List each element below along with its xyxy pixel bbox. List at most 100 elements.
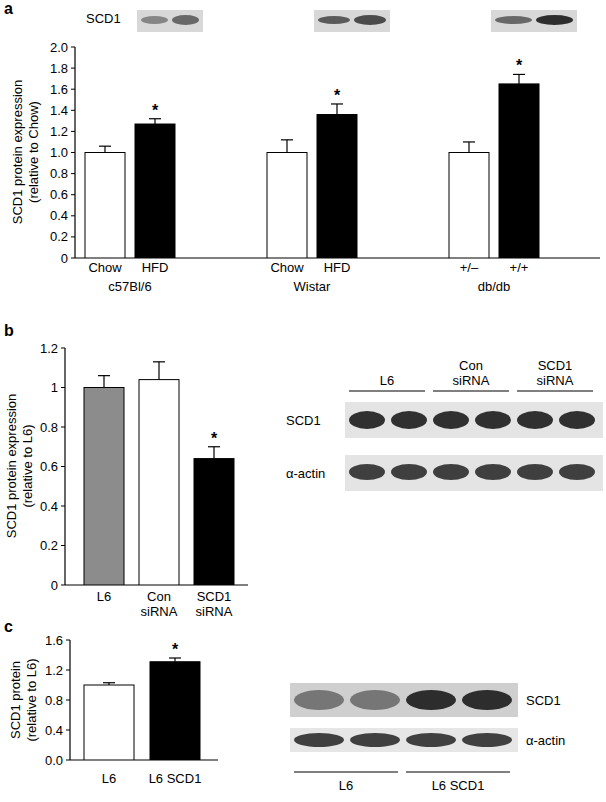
y-tick [71,47,75,48]
blot-image [137,10,203,32]
panel-b: b00.20.40.60.811.2SCD1 protein expressio… [4,322,603,619]
y-tick-label: 0.0 [45,753,63,768]
y-tick-label: 2.0 [50,40,68,55]
y-tick [71,110,75,111]
category-label: L6 [102,771,116,786]
blot-band [391,464,427,480]
y-tick [71,68,75,69]
lane-bracket [517,391,593,392]
error-bar [169,658,181,662]
blot-image [314,10,390,32]
y-tick [71,131,75,132]
bars [84,658,200,760]
panel-c: c0.00.40.81.21.6SCD1 protein(relative to… [4,618,565,793]
blot-row-label: SCD1 [86,11,121,26]
blot-lane-label: L6 [339,778,353,793]
blot-band [536,15,573,25]
blot-band [294,690,344,710]
y-tick-label: 0.6 [40,459,58,474]
y-tick [61,585,65,586]
error-bar [513,74,525,83]
western-blot: SCD1 [86,10,577,32]
blot-lane-label: SCD1siRNA [537,358,574,388]
category-label: SCD1siRNA [196,589,233,619]
y-tick [71,194,75,195]
y-tick [61,387,65,388]
y-tick [61,545,65,546]
y-tick-label: 0.2 [40,538,58,553]
error-bar [153,362,165,380]
category-label: Chow [88,260,122,275]
y-tick [71,215,75,216]
y-tick [61,506,65,507]
category-label: +/+ [510,260,529,275]
bars [85,74,539,258]
y-tick [66,640,70,641]
y-tick [61,427,65,428]
significance: * [516,57,523,74]
blot-band [350,690,400,710]
significance: * [211,430,218,447]
y-tick-label: 0.4 [45,723,63,738]
bar [84,388,124,586]
panel-label: c [4,618,13,635]
blot-band [517,464,553,480]
blot-band [433,464,469,480]
blot-band [349,464,385,480]
y-tick-label: 0 [51,578,58,593]
blot-band [559,411,595,429]
bar [85,153,125,259]
error-bar [281,140,293,153]
blot-band [475,464,511,480]
blot-band [349,411,385,429]
y-tick-label: 0.8 [45,693,63,708]
blot-band [318,16,350,24]
bar [139,380,179,585]
blot-band [294,733,344,747]
y-tick-label: 1.2 [50,124,68,139]
y-tick [66,670,70,671]
category-label: L6 [97,589,111,604]
y-axis-label: SCD1 protein expression(relative to L6) [4,394,35,539]
y-tick-label: 0.8 [50,166,68,181]
blot-image [290,728,518,752]
panel-a: a00.20.40.60.81.01.21.41.61.82.0SCD1 pro… [4,0,600,294]
y-tick-label: 1.0 [50,145,68,160]
blot-band [433,411,469,429]
y-tick [66,760,70,761]
y-axis-label: SCD1 protein expression(relative to Chow… [10,80,41,225]
blot-lane-label: L6 SCD1 [432,778,485,793]
y-tick-label: 0.4 [40,499,58,514]
blot-lane-label: L6 [380,373,394,388]
blot-band [475,411,511,429]
group-label: db/db [478,279,511,294]
panel-label: a [4,0,13,17]
western-blot: SCD1α-actinL6ConsiRNASCD1siRNA [286,358,603,491]
error-bar [463,142,475,153]
y-tick-label: 1.6 [45,633,63,648]
western-blot: SCD1α-actinL6L6 SCD1 [290,683,565,793]
y-tick [71,236,75,237]
blot-row-label: SCD1 [526,693,561,708]
blot-row-label: SCD1 [286,413,321,428]
significance: * [334,87,341,104]
blot-band [559,464,595,480]
category-label: HFD [324,260,351,275]
lane-bracket [294,772,398,773]
blot-lane-label: ConsiRNA [453,358,490,388]
blot-band [495,16,532,24]
y-tick-label: 0.6 [50,187,68,202]
blot-band [462,733,512,747]
bars [84,362,234,585]
y-tick-label: 1.6 [50,82,68,97]
bar [135,124,175,258]
blot-band [391,411,427,429]
y-tick [61,348,65,349]
blot-band [350,733,400,747]
blot-band [406,733,456,747]
lane-bracket [349,391,425,392]
error-bar [99,146,111,152]
significance: * [152,102,159,119]
y-tick [66,700,70,701]
blot-image [345,402,603,438]
